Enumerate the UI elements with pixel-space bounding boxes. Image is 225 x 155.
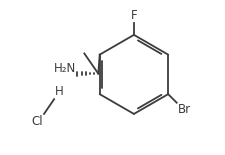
Text: H: H [55,85,64,98]
Text: Br: Br [177,104,190,116]
Text: Cl: Cl [32,115,43,128]
Text: F: F [130,9,137,22]
Text: H₂N: H₂N [54,62,76,75]
